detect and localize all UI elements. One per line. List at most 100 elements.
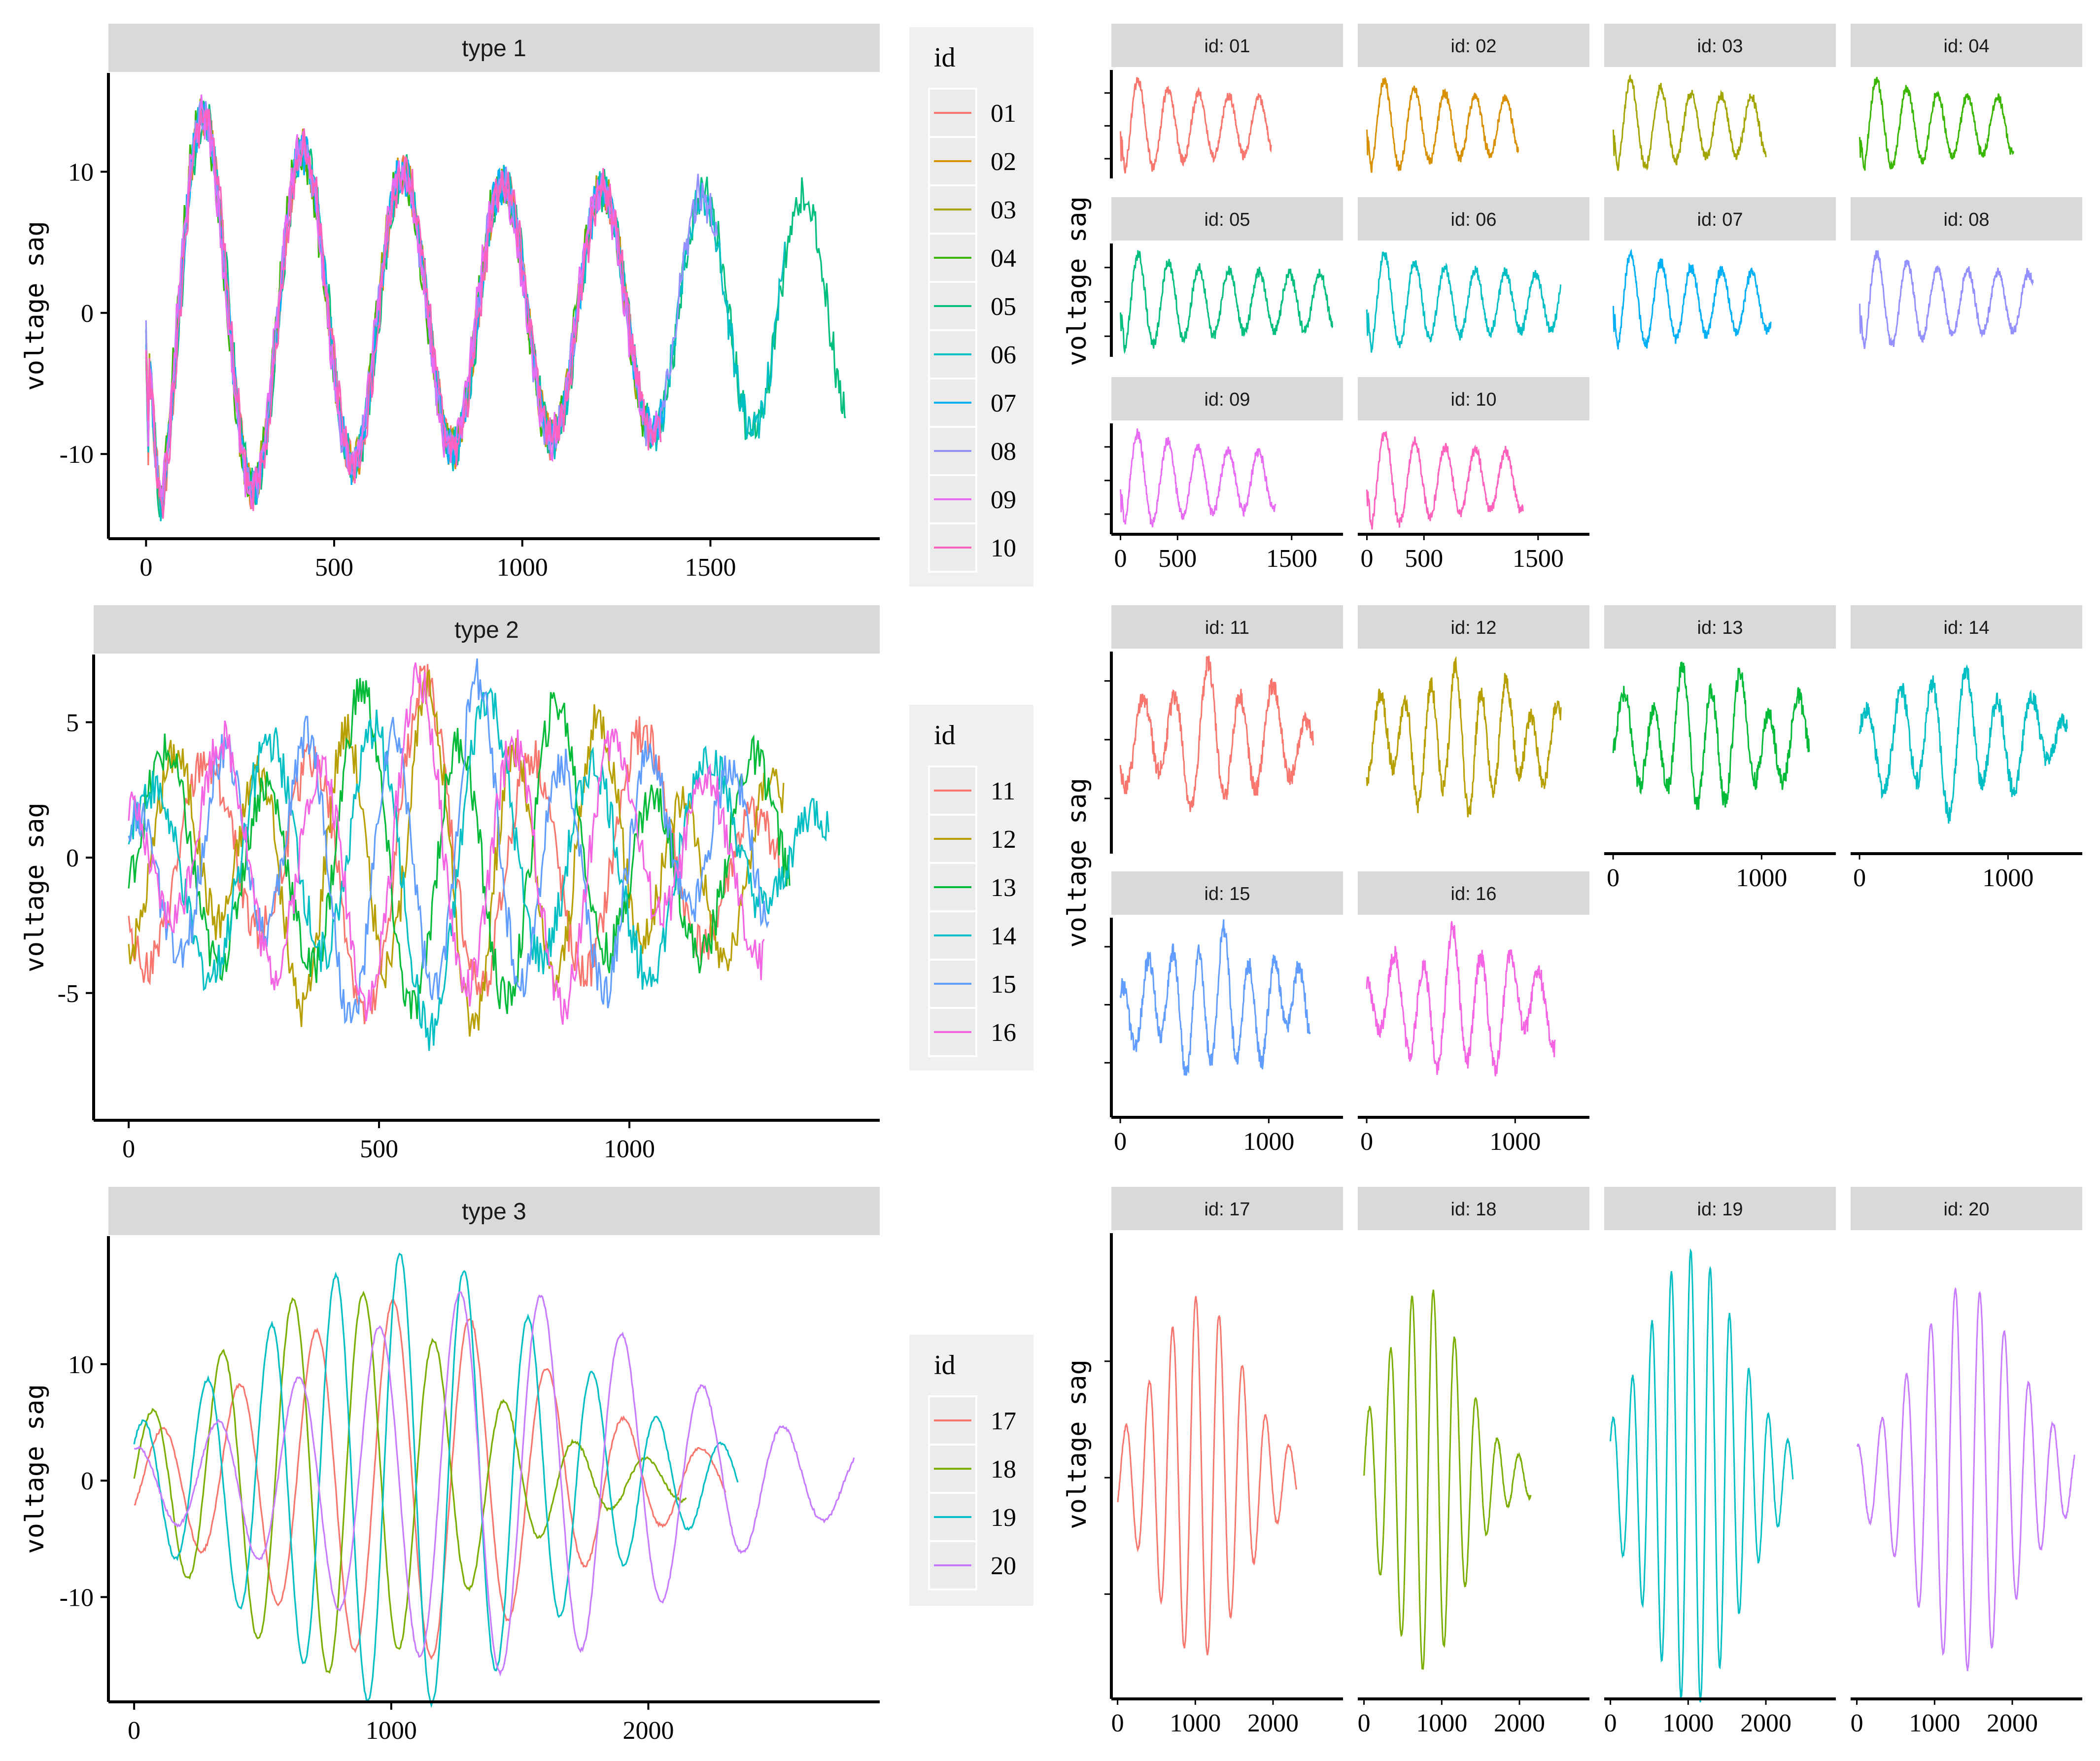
series-line-09	[145, 94, 658, 509]
facet-strip	[1851, 605, 2082, 649]
facet-x-tick-label: 0	[1851, 1709, 1863, 1737]
facet-line-18	[1363, 1289, 1532, 1670]
facet-title: id: 17	[1205, 1199, 1250, 1220]
series-line-20	[134, 1291, 855, 1677]
facet-x-tick-label: 0	[1358, 1709, 1371, 1737]
facet-y-axis-title: voltage sag	[1063, 196, 1092, 366]
facet-x-tick-label: 2000	[1494, 1709, 1545, 1737]
x-tick-label: 1000	[604, 1135, 655, 1163]
strip-type-2	[94, 605, 880, 654]
facet-strip	[1358, 24, 1589, 67]
facet-title: id: 20	[1944, 1199, 1990, 1220]
legend-title: id	[934, 720, 956, 751]
panel-type-2: type 2 0 500 1000 -5 0 5 voltage sag id 11 12 13 14 1…	[20, 605, 2082, 1163]
legend-label-09: 09	[991, 486, 1016, 514]
legend-label-03: 03	[991, 196, 1016, 224]
series-line-16	[128, 662, 765, 1025]
facet-x-tick-label: 1000	[1170, 1709, 1221, 1737]
x-tick-label: 0	[139, 553, 152, 582]
panel-title: type 2	[454, 617, 519, 643]
facet-line-16	[1366, 921, 1556, 1076]
facet-strip	[1358, 377, 1589, 420]
facet-x-tick-label: 2000	[1987, 1709, 2038, 1737]
strip-type-1	[108, 24, 880, 72]
facet-x-tick-label: 2000	[1247, 1709, 1299, 1737]
y-axis-title: voltage sag	[20, 802, 50, 972]
series-line-05	[145, 101, 846, 518]
facet-x-tick-label: 1000	[1982, 864, 2033, 892]
legend-label-07: 07	[991, 389, 1016, 417]
facet-title: id: 10	[1451, 389, 1497, 410]
facet-line-15	[1119, 919, 1311, 1076]
facet-strip	[1358, 605, 1589, 649]
facet-x-tick-label: 1000	[1736, 864, 1787, 892]
facet-line-01	[1120, 77, 1272, 174]
series-line-12	[128, 669, 785, 1037]
facet-x-tick-label: 500	[1405, 545, 1443, 573]
facet-x-tick-label: 2000	[1740, 1709, 1791, 1737]
legend-label-20: 20	[991, 1552, 1016, 1580]
facet-strip	[1604, 197, 1836, 241]
facet-strip	[1111, 871, 1343, 915]
facet-y-axis-title: voltage sag	[1063, 778, 1092, 947]
facet-strip	[1358, 1187, 1589, 1230]
facet-title: id: 11	[1205, 618, 1249, 638]
facet-strip	[1851, 24, 2082, 67]
legend-label-19: 19	[991, 1504, 1016, 1532]
facet-title: id: 12	[1451, 618, 1497, 638]
y-tick-label: 5	[66, 709, 79, 737]
facet-line-08	[1859, 250, 2034, 349]
y-tick-label: -5	[58, 980, 79, 1008]
facet-line-02	[1366, 77, 1519, 173]
facet-line-17	[1117, 1296, 1297, 1656]
facet-x-tick-label: 1000	[1909, 1709, 1960, 1737]
facet-x-tick-label: 1500	[1266, 545, 1317, 573]
legend-title: id	[934, 42, 956, 73]
facet-title: id: 14	[1944, 618, 1990, 638]
facet-x-tick-label: 500	[1158, 545, 1197, 573]
facet-title: id: 03	[1697, 36, 1743, 57]
x-tick-label: 500	[315, 553, 353, 582]
legend-label-14: 14	[991, 922, 1016, 950]
facet-x-tick-label: 1500	[1513, 545, 1564, 573]
facet-line-04	[1859, 76, 2015, 171]
series-line-13	[128, 678, 791, 1019]
facet-x-tick-label: 0	[1361, 545, 1374, 573]
facet-title: id: 08	[1944, 209, 1990, 230]
facet-x-tick-label: 1000	[1489, 1128, 1541, 1156]
y-tick-label: 0	[81, 300, 94, 328]
facet-title: id: 19	[1697, 1199, 1743, 1220]
y-tick-label: -10	[60, 1584, 94, 1612]
legend-label-04: 04	[991, 244, 1016, 273]
legend-label-18: 18	[991, 1455, 1016, 1484]
facet-line-12	[1366, 656, 1562, 818]
facet-strip	[1358, 197, 1589, 241]
legend-label-13: 13	[991, 874, 1016, 902]
facet-x-tick-label: 0	[1114, 545, 1127, 573]
y-axis-title: voltage sag	[20, 221, 50, 390]
legend-label-16: 16	[991, 1019, 1016, 1047]
facet-title: id: 05	[1205, 209, 1250, 230]
y-axis-title: voltage sag	[20, 1384, 50, 1554]
legend-label-15: 15	[991, 970, 1016, 999]
facet-title: id: 18	[1451, 1199, 1497, 1220]
facet-line-20	[1857, 1286, 2075, 1671]
y-tick-label: 0	[81, 1467, 94, 1495]
facet-title: id: 09	[1205, 389, 1250, 410]
facet-strip	[1604, 24, 1836, 67]
series-line-08	[145, 101, 718, 506]
panel-title: type 1	[462, 35, 526, 62]
facet-line-10	[1366, 431, 1524, 530]
legend-label-06: 06	[991, 341, 1016, 369]
facet-strip	[1111, 197, 1343, 241]
facet-title: id: 01	[1205, 36, 1250, 57]
x-tick-label: 1500	[685, 553, 736, 582]
legend-label-05: 05	[991, 293, 1016, 321]
facet-strip	[1111, 24, 1343, 67]
legend-label-01: 01	[991, 100, 1016, 128]
facet-x-tick-label: 0	[1114, 1128, 1127, 1156]
facet-strip	[1604, 605, 1836, 649]
facet-line-07	[1613, 248, 1772, 350]
x-tick-label: 1000	[497, 553, 548, 582]
